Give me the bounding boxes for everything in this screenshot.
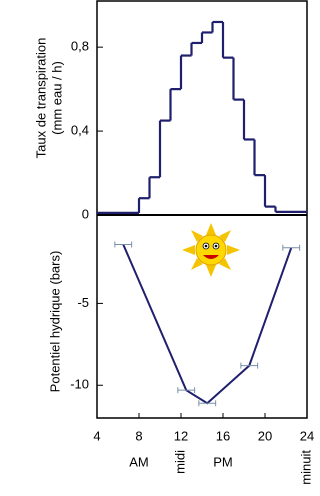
- y-tick-label: -10: [70, 377, 89, 392]
- x-annotation: midi: [172, 450, 187, 474]
- y-axis-label: Taux de transpiration: [33, 38, 48, 159]
- y-axis-label: (mm eau / h): [49, 61, 64, 135]
- x-tick-label: 16: [216, 428, 230, 443]
- chart: 0 0,4 0,8 Taux de transpiration(mm eau / h)…: [0, 0, 316, 496]
- x-tick-label: 20: [258, 428, 272, 443]
- y-tick-label: 0: [82, 206, 89, 221]
- y-tick-label: 0,4: [71, 123, 89, 138]
- x-annotation: AM: [129, 454, 149, 469]
- x-tick-label: 8: [135, 428, 142, 443]
- x-tick-label: 12: [174, 428, 188, 443]
- y-tick-label: 0,8: [71, 39, 89, 54]
- x-annotation: PM: [213, 454, 233, 469]
- x-tick-label: 24: [300, 428, 314, 443]
- y-tick-label: -5: [77, 295, 89, 310]
- error-bar: [199, 400, 216, 406]
- sun-icon: [177, 220, 245, 280]
- y-axis-label: Potentiel hydrique (bars): [47, 251, 62, 393]
- x-annotation: minuit: [298, 450, 313, 485]
- x-tick-label: 4: [93, 428, 100, 443]
